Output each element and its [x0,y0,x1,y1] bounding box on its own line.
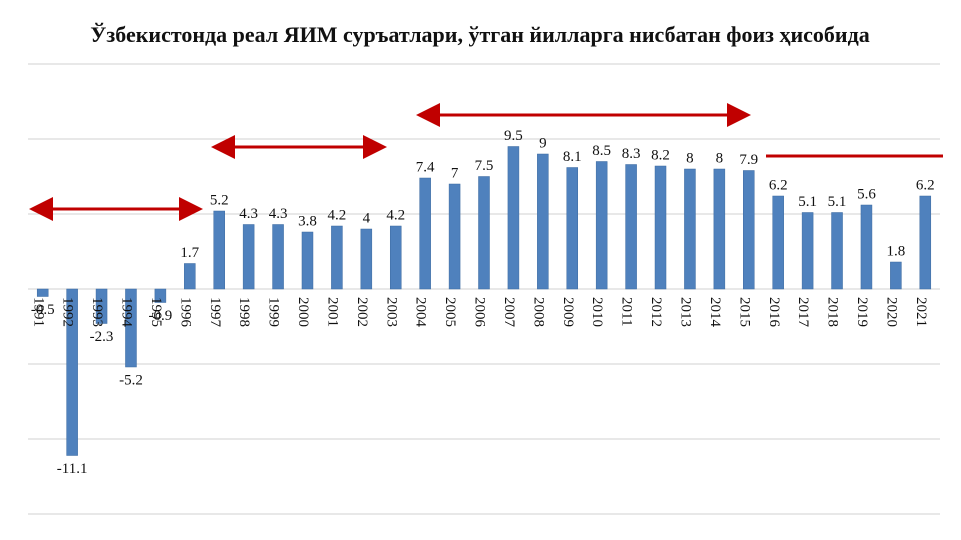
value-label: 1.8 [886,243,905,259]
x-tick-label: 2017 [795,297,811,328]
x-tick-label: 1998 [236,297,252,327]
value-label: 8 [716,150,724,166]
x-tick-label: 2016 [766,297,782,328]
value-label: 5.2 [210,192,229,208]
value-label: 5.6 [857,186,876,202]
grid [28,63,940,515]
bar [389,225,402,290]
bar [595,161,608,290]
x-tick-label: 2010 [589,297,605,327]
bar [478,176,490,290]
bar [331,225,343,290]
x-tick-label: 2020 [883,297,899,327]
value-label: 5.1 [828,194,847,210]
x-tick-label: 2006 [472,297,488,328]
value-label: 9 [539,135,547,151]
bar [507,146,520,290]
x-tick-label: 1991 [30,297,46,327]
value-label: 3.8 [298,213,317,229]
x-tick-label: 2001 [324,297,340,327]
x-tick-label: 2014 [707,297,723,328]
value-label: 8.1 [563,149,582,165]
value-label: 1.7 [180,245,199,261]
x-tick-label: 1992 [60,297,76,327]
value-label: 9.5 [504,128,523,144]
x-tick-label: 2008 [530,297,546,327]
value-label: -0.9 [149,308,173,324]
value-label: 7.4 [416,159,435,175]
bar [154,288,167,303]
bar [772,195,784,290]
bar [242,224,255,290]
value-label: 7.9 [739,152,758,168]
value-label: 8.5 [592,143,611,159]
bar [743,170,755,290]
x-tick-label: 2012 [648,297,664,327]
x-tick-label: 1993 [89,297,105,327]
x-tick-label: 2009 [560,297,576,327]
x-tick-label: 2011 [619,297,635,326]
bar [801,212,814,290]
value-label: 8.2 [651,147,670,163]
x-tick-label: 1994 [119,297,135,328]
bar [625,164,637,290]
x-tick-label: 2002 [354,297,370,327]
bar [360,228,373,290]
bar [66,288,78,456]
value-label: -2.3 [90,329,114,345]
bar [890,261,902,290]
value-label: -0.5 [31,302,55,318]
x-tick-label: 2004 [413,297,429,328]
bar [448,183,461,290]
value-label: 4.2 [386,207,405,223]
period-arrows [29,103,943,221]
x-tick-label: 2005 [442,297,458,327]
x-tick-label: 2018 [825,297,841,327]
bar [654,165,667,290]
value-label: 4.2 [328,207,347,223]
bar [713,168,726,290]
x-tick-label: 2015 [736,297,752,327]
x-tick-label: 2013 [677,297,693,327]
bar [919,195,932,290]
value-label: 4.3 [269,206,288,222]
x-tick-label: 2000 [295,297,311,327]
value-label: 6.2 [769,177,788,193]
bar [36,288,49,297]
value-label: 4.3 [239,206,258,222]
bar [301,231,314,290]
bar [95,288,108,324]
value-label: 8.3 [622,146,641,162]
value-label: 5.1 [798,194,817,210]
bar [566,167,579,290]
x-tick-label: 1997 [207,297,223,328]
bar [419,177,431,290]
value-label: 4 [363,210,371,226]
bar [213,210,225,290]
bar [537,153,549,290]
value-label: 8 [686,150,694,166]
bar [831,212,843,290]
value-label: -11.1 [57,461,88,477]
bar [125,288,137,368]
value-label: 7.5 [475,158,494,174]
x-tick-label: 2007 [501,297,517,328]
bar [684,168,696,290]
bar [272,224,284,290]
x-tick-label: 1995 [148,297,164,327]
bars [36,146,932,456]
value-label: -5.2 [119,372,143,388]
x-tick-label: 2021 [913,297,929,327]
chart-title: Ўзбекистонда реал ЯИМ суръатлари, ўтган … [90,22,870,47]
x-tick-label: 1999 [266,297,282,327]
x-tick-label: 2019 [854,297,870,327]
value-label: 6.2 [916,177,935,193]
bar [860,204,873,290]
x-tick-label: 1996 [177,297,193,328]
bar [184,263,196,290]
value-label: 7 [451,165,459,181]
x-tick-label: 2003 [383,297,399,327]
